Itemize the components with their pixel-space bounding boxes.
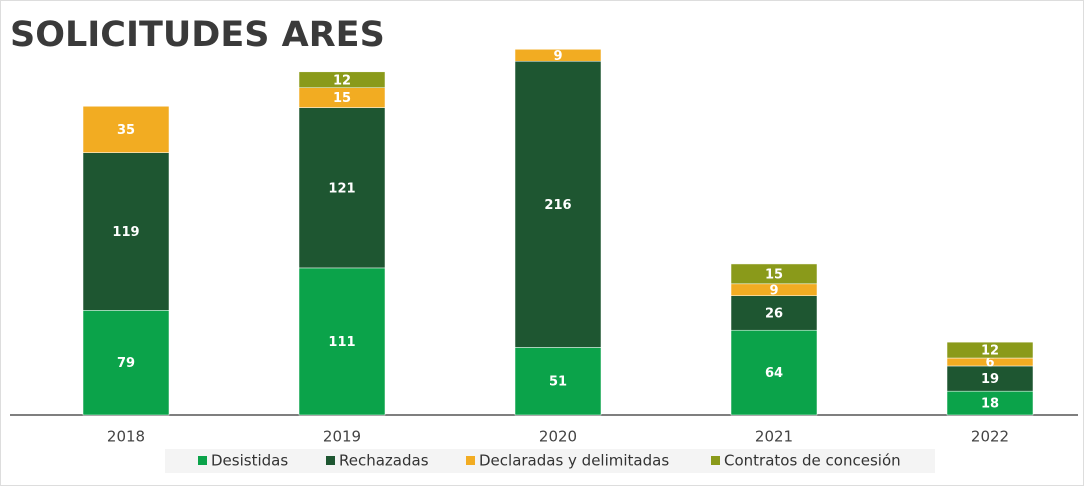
bar-segment <box>946 365 1034 392</box>
data-label: 15 <box>333 91 351 106</box>
data-label: 12 <box>333 73 351 88</box>
bar-segment <box>298 71 386 88</box>
x-tick-label: 2021 <box>755 428 793 446</box>
data-label: 35 <box>117 123 135 138</box>
x-tick-label: 2019 <box>323 428 361 446</box>
data-label: 216 <box>544 198 571 213</box>
bar-segment <box>82 106 170 153</box>
bar-segment <box>82 152 170 311</box>
bar-segment <box>730 263 818 285</box>
bar-segment <box>82 310 170 416</box>
data-label: 12 <box>981 344 999 359</box>
data-label: 64 <box>765 366 783 381</box>
bar-segment <box>946 341 1034 359</box>
legend-label: Desistidas <box>211 452 288 470</box>
legend-label: Contratos de concesión <box>724 452 901 470</box>
x-tick-label: 2018 <box>107 428 145 446</box>
legend-marker <box>711 456 720 465</box>
data-label: 119 <box>112 225 139 240</box>
data-label: 19 <box>981 372 999 387</box>
data-label: 51 <box>549 375 567 390</box>
bar-segment <box>514 347 602 416</box>
bar-segment <box>514 49 602 62</box>
data-label: 15 <box>765 267 783 282</box>
x-tick-label: 2022 <box>971 428 1009 446</box>
data-label: 26 <box>765 306 783 321</box>
data-label: 9 <box>769 283 778 298</box>
data-label: 79 <box>117 356 135 371</box>
bar-segment <box>298 267 386 416</box>
legend-label: Rechazadas <box>339 452 429 470</box>
bar-segment <box>730 329 818 416</box>
data-label: 6 <box>985 356 994 371</box>
x-tick-label: 2020 <box>539 428 577 446</box>
data-label: 111 <box>328 335 355 350</box>
data-label: 121 <box>328 181 355 196</box>
data-label: 18 <box>981 397 999 412</box>
legend-marker <box>326 456 335 465</box>
chart-title: SOLICITUDES ARES <box>10 15 385 55</box>
bar-segment <box>730 295 818 331</box>
bar-segment <box>298 107 386 269</box>
legend-box <box>165 449 935 473</box>
bar-segment <box>514 60 602 348</box>
legend-marker <box>466 456 475 465</box>
data-label: 9 <box>553 49 562 64</box>
legend-marker <box>198 456 207 465</box>
legend-label: Declaradas y delimitadas <box>479 452 669 470</box>
